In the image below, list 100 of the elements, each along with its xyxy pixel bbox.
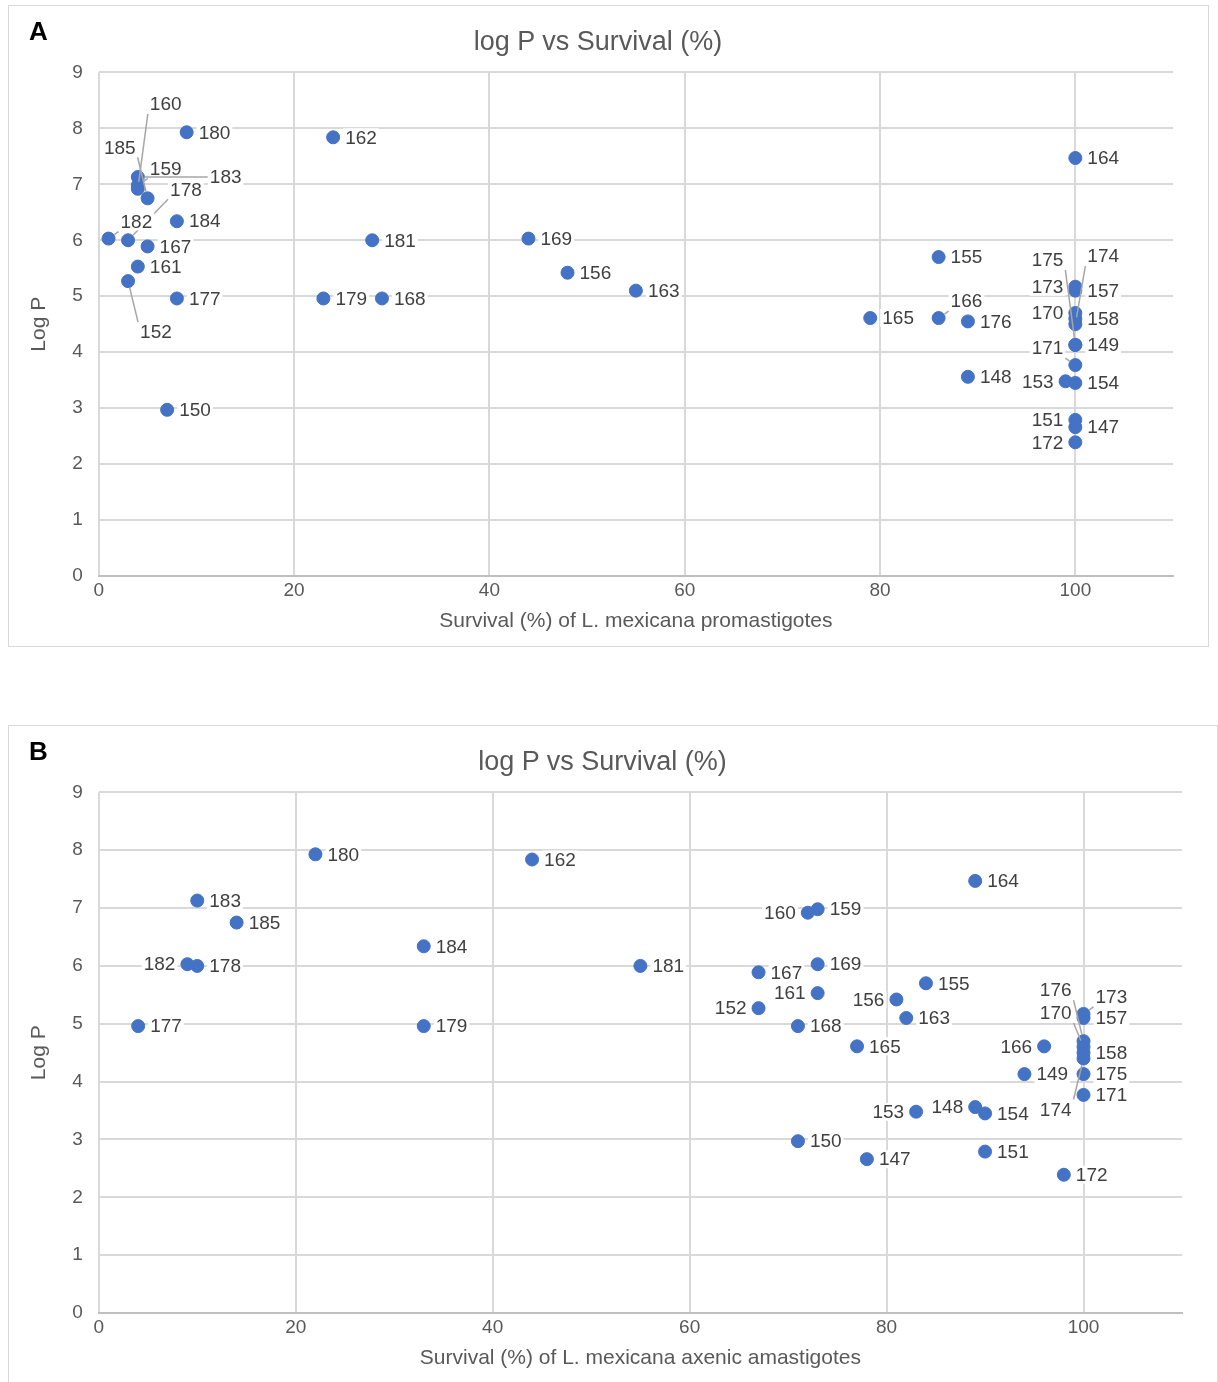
- y-tick-label: 9: [72, 780, 83, 802]
- chart-title: log P vs Survival (%): [473, 25, 723, 56]
- annotation: 164: [1087, 147, 1120, 169]
- annotation: 150: [809, 1130, 842, 1152]
- x-tick-label: 20: [285, 1315, 307, 1337]
- y-tick-label: 2: [72, 1185, 83, 1207]
- y-tick-label: 9: [72, 60, 83, 82]
- y-tick-label: 5: [72, 1012, 83, 1034]
- annotation: 162: [345, 126, 377, 148]
- annotation: 179: [335, 287, 368, 309]
- y-tick-label: 7: [72, 896, 83, 918]
- x-tick-label: 100: [1059, 578, 1092, 600]
- annotation: 170: [1039, 1002, 1072, 1024]
- annotation: 185: [103, 136, 136, 158]
- annotation: 183: [209, 889, 241, 911]
- x-tick-label: 0: [93, 1315, 105, 1337]
- y-axis-title: Log P: [26, 296, 50, 352]
- annotation: 159: [149, 157, 182, 179]
- annotation: 162: [544, 848, 576, 870]
- annotation: 178: [209, 955, 241, 977]
- chart-title: log P vs Survival (%): [478, 745, 727, 776]
- annotation: 174: [1039, 1098, 1072, 1120]
- annotation: 154: [997, 1102, 1030, 1124]
- annotation: 165: [882, 307, 914, 329]
- annotation: 158: [1087, 307, 1120, 329]
- y-tick-label: 3: [72, 1127, 83, 1149]
- annotation: 175: [1031, 249, 1064, 271]
- annotation: 156: [579, 261, 612, 283]
- annotation: 149: [1036, 1063, 1069, 1085]
- y-tick-label: 5: [72, 284, 83, 306]
- x-tick-label: 40: [478, 578, 500, 600]
- annotation: 178: [170, 178, 202, 200]
- annotation: 172: [1075, 1163, 1108, 1185]
- text: B: [29, 736, 48, 767]
- annotation: 161: [149, 255, 182, 277]
- annotation: 179: [435, 1015, 468, 1037]
- annotation: 160: [764, 901, 796, 923]
- annotation: 157: [1087, 279, 1120, 301]
- x-tick-label: 20: [283, 578, 305, 600]
- annotation: 182: [143, 953, 176, 975]
- x-tick-label: 60: [679, 1315, 701, 1337]
- annotation: 163: [918, 1007, 950, 1029]
- y-tick-label: 7: [72, 172, 83, 194]
- annotation: 180: [327, 843, 360, 865]
- annotation: 168: [809, 1015, 842, 1037]
- y-axis-title: Log P: [26, 1025, 50, 1081]
- annotation: 151: [1031, 409, 1064, 431]
- annotation: 147: [878, 1148, 911, 1170]
- annotation: 164: [987, 870, 1020, 892]
- annotation: 172: [1031, 431, 1064, 453]
- annotation: 148: [979, 366, 1012, 388]
- annotation: 166: [1000, 1035, 1033, 1057]
- y-tick-label: 0: [72, 564, 83, 586]
- annotation: 157: [1095, 1007, 1128, 1029]
- annotation: 151: [997, 1140, 1029, 1162]
- text: A: [29, 16, 48, 47]
- y-tick-label: 4: [72, 340, 84, 362]
- annotation: 167: [770, 961, 803, 983]
- annotation: 150: [179, 399, 211, 421]
- annotation: 155: [937, 972, 970, 994]
- annotation: 166: [950, 290, 983, 312]
- y-tick-label: 8: [72, 838, 83, 860]
- annotation: 148: [931, 1096, 964, 1118]
- annotation: 152: [714, 997, 747, 1019]
- annotation: 163: [647, 279, 680, 301]
- annotation: 176: [979, 310, 1012, 332]
- x-tick-label: 80: [876, 1315, 898, 1337]
- annotation: 180: [198, 121, 231, 143]
- annotation: 160: [149, 93, 182, 115]
- annotation: 181: [384, 229, 416, 251]
- annotation: 170: [1031, 302, 1064, 324]
- x-tick-label: 40: [482, 1315, 504, 1337]
- annotation: 183: [209, 166, 242, 188]
- y-tick-label: 2: [72, 452, 83, 474]
- annotation: 177: [188, 287, 221, 309]
- annotation: 171: [1031, 337, 1064, 359]
- annotation: 161: [773, 982, 806, 1004]
- annotation: 184: [435, 935, 468, 957]
- annotation: 184: [188, 210, 222, 232]
- annotation: 158: [1095, 1041, 1128, 1063]
- x-tick-label: 100: [1067, 1315, 1100, 1337]
- annotation: 152: [140, 321, 172, 343]
- annotation: 168: [393, 287, 426, 309]
- annotation: 147: [1087, 416, 1120, 438]
- y-tick-label: 0: [72, 1301, 83, 1323]
- annotation: 165: [869, 1035, 901, 1057]
- annotation: 182: [120, 210, 153, 232]
- annotation: 169: [829, 953, 862, 975]
- y-tick-label: 1: [72, 508, 83, 530]
- x-tick-label: 60: [674, 578, 696, 600]
- x-tick-label: 80: [869, 578, 891, 600]
- annotation: 154: [1087, 372, 1120, 394]
- annotation: 173: [1031, 275, 1064, 297]
- x-tick-label: 0: [93, 578, 105, 600]
- y-tick-label: 4: [72, 1069, 84, 1091]
- annotation: 174: [1087, 245, 1120, 267]
- annotation: 171: [1095, 1084, 1128, 1106]
- annotation: 176: [1039, 979, 1072, 1001]
- x-axis-title: Survival (%) of L. mexicana promastigotes: [439, 608, 833, 632]
- annotation: 169: [540, 227, 573, 249]
